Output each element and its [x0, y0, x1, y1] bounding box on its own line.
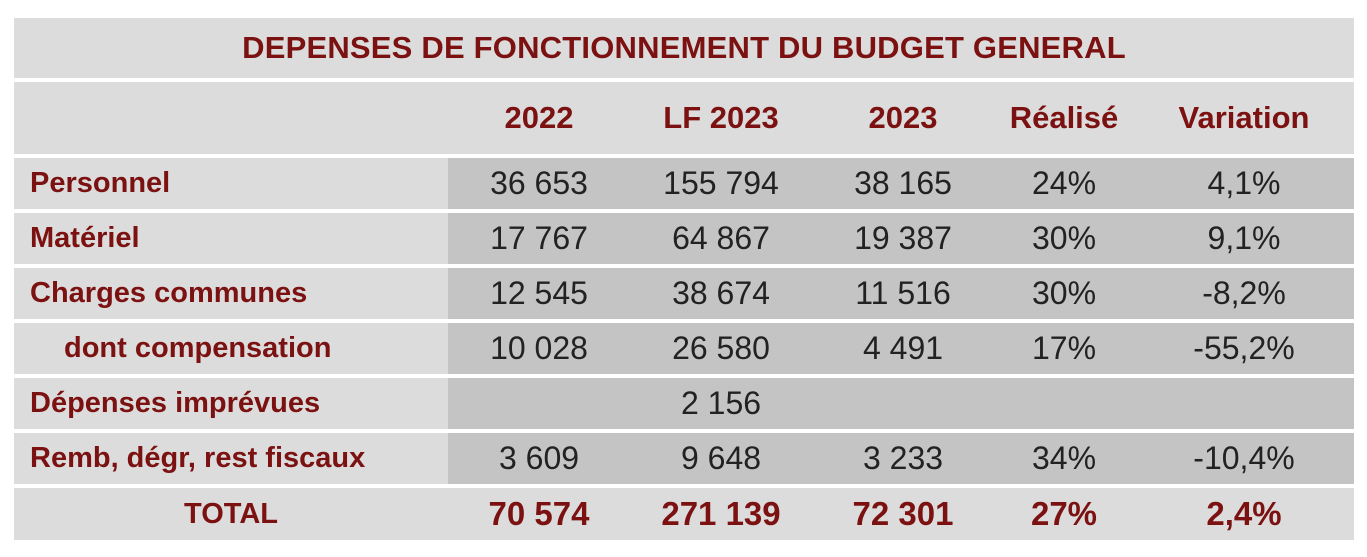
value-variation: 9,1% — [1134, 213, 1354, 264]
row-label: Matériel — [14, 213, 448, 264]
row-label: Personnel — [14, 158, 448, 209]
total-row: TOTAL 70 574 271 139 72 301 27% 2,4% — [14, 488, 1354, 540]
value-2022: 10 028 — [448, 323, 630, 374]
table-title: DEPENSES DE FONCTIONNEMENT DU BUDGET GEN… — [14, 18, 1354, 78]
value-2023: 3 233 — [812, 433, 994, 484]
value-lf-2023: 26 580 — [630, 323, 812, 374]
total-realise: 27% — [994, 488, 1134, 540]
value-2023: 38 165 — [812, 158, 994, 209]
value-variation: 4,1% — [1134, 158, 1354, 209]
header-lf-2023: LF 2023 — [630, 82, 812, 154]
value-realise: 17% — [994, 323, 1134, 374]
total-2022: 70 574 — [448, 488, 630, 540]
table-row: Charges communes 12 545 38 674 11 516 30… — [14, 268, 1354, 323]
value-variation: -55,2% — [1134, 323, 1354, 374]
value-realise: 30% — [994, 213, 1134, 264]
header-row: 2022 LF 2023 2023 Réalisé Variation — [14, 82, 1354, 154]
row-label: Dépenses imprévues — [14, 378, 448, 429]
header-2022: 2022 — [448, 82, 630, 154]
header-empty — [14, 82, 448, 154]
table-row: dont compensation 10 028 26 580 4 491 17… — [14, 323, 1354, 378]
value-lf-2023: 64 867 — [630, 213, 812, 264]
value-realise: 24% — [994, 158, 1134, 209]
budget-table: DEPENSES DE FONCTIONNEMENT DU BUDGET GEN… — [14, 18, 1354, 540]
value-2023: 4 491 — [812, 323, 994, 374]
value-lf-2023: 155 794 — [630, 158, 812, 209]
value-realise: 34% — [994, 433, 1134, 484]
total-2023: 72 301 — [812, 488, 994, 540]
value-lf-2023: 38 674 — [630, 268, 812, 319]
row-label: dont compensation — [14, 323, 448, 374]
value-2022: 17 767 — [448, 213, 630, 264]
header-realise: Réalisé — [994, 82, 1134, 154]
value-realise — [994, 378, 1134, 429]
value-lf-2023: 2 156 — [630, 378, 812, 429]
table-row: Dépenses imprévues 2 156 — [14, 378, 1354, 433]
value-variation: -10,4% — [1134, 433, 1354, 484]
total-variation: 2,4% — [1134, 488, 1354, 540]
value-lf-2023: 9 648 — [630, 433, 812, 484]
total-lf-2023: 271 139 — [630, 488, 812, 540]
value-variation: -8,2% — [1134, 268, 1354, 319]
total-label: TOTAL — [14, 488, 448, 540]
value-2022: 36 653 — [448, 158, 630, 209]
table-row: Personnel 36 653 155 794 38 165 24% 4,1% — [14, 158, 1354, 213]
table-row: Matériel 17 767 64 867 19 387 30% 9,1% — [14, 213, 1354, 268]
value-2022: 3 609 — [448, 433, 630, 484]
header-variation: Variation — [1134, 82, 1354, 154]
value-2023 — [812, 378, 994, 429]
row-label: Charges communes — [14, 268, 448, 319]
value-2022: 12 545 — [448, 268, 630, 319]
table-row: Remb, dégr, rest fiscaux 3 609 9 648 3 2… — [14, 433, 1354, 488]
row-label: Remb, dégr, rest fiscaux — [14, 433, 448, 484]
value-2023: 11 516 — [812, 268, 994, 319]
header-2023: 2023 — [812, 82, 994, 154]
value-2022 — [448, 378, 630, 429]
value-realise: 30% — [994, 268, 1134, 319]
value-variation — [1134, 378, 1354, 429]
value-2023: 19 387 — [812, 213, 994, 264]
